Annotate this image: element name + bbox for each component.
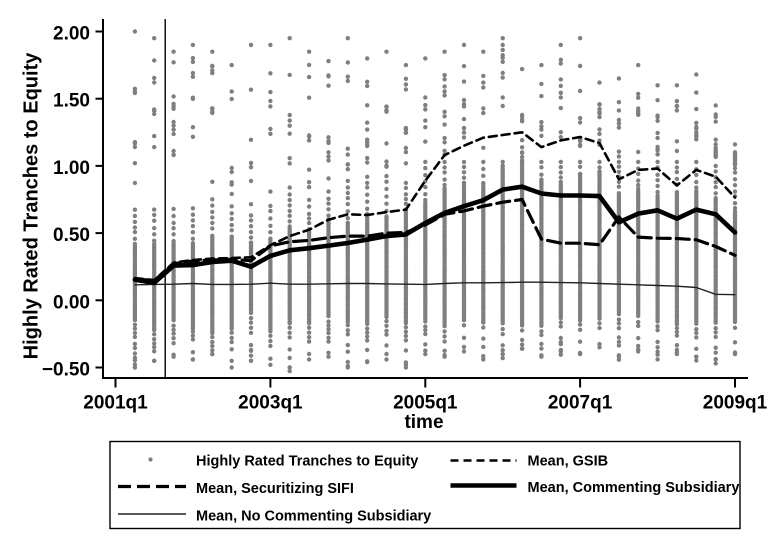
svg-text:0.00: 0.00: [53, 292, 90, 313]
svg-text:time: time: [404, 412, 443, 433]
svg-text:Mean, Securitizing SIFI: Mean, Securitizing SIFI: [196, 481, 354, 497]
svg-text:2.00: 2.00: [53, 24, 90, 45]
svg-text:1.00: 1.00: [53, 158, 90, 179]
svg-text:2001q1: 2001q1: [83, 393, 148, 414]
svg-text:Highly Rated Tranches to Equit: Highly Rated Tranches to Equity: [21, 52, 43, 360]
svg-text:−0.50: −0.50: [42, 360, 90, 381]
svg-text:2007q1: 2007q1: [548, 393, 613, 414]
svg-text:2005q1: 2005q1: [393, 393, 458, 414]
svg-text:0.50: 0.50: [53, 225, 90, 246]
svg-text:2009q1: 2009q1: [703, 393, 768, 414]
svg-text:Mean, GSIB: Mean, GSIB: [528, 454, 609, 470]
svg-text:Mean, Commenting Subsidiary: Mean, Commenting Subsidiary: [528, 480, 740, 496]
svg-text:Highly Rated Tranches to Equit: Highly Rated Tranches to Equity: [196, 454, 418, 470]
svg-text:2003q1: 2003q1: [238, 393, 303, 414]
svg-text:Mean, No Commenting Subsidiary: Mean, No Commenting Subsidiary: [196, 509, 431, 525]
svg-text:1.50: 1.50: [53, 91, 90, 112]
